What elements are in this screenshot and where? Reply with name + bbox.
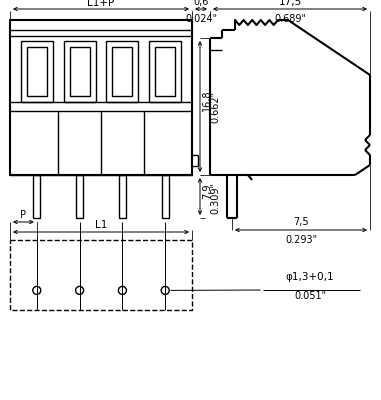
Text: 7,9: 7,9 (202, 184, 212, 199)
Text: 0.689": 0.689" (274, 14, 306, 24)
Text: 0.662": 0.662" (210, 90, 220, 122)
Bar (70, 47, 90, 96)
Bar (27, 47, 47, 96)
Bar (162, 175, 169, 218)
Bar (155, 47, 175, 96)
Text: 0.309": 0.309" (210, 182, 220, 214)
Text: L1: L1 (95, 220, 107, 230)
Bar (149, 41, 181, 102)
Bar (10, 240, 192, 310)
Bar (33, 175, 40, 218)
Bar (21, 41, 53, 102)
Text: φ1,3+0,1: φ1,3+0,1 (286, 272, 334, 282)
Bar (76, 175, 83, 218)
Text: 0.051": 0.051" (294, 291, 326, 301)
Text: 16,8: 16,8 (202, 90, 212, 111)
Bar (112, 47, 133, 96)
Text: 0,6: 0,6 (193, 0, 209, 7)
Bar (106, 41, 138, 102)
Text: 0.293": 0.293" (285, 235, 317, 245)
Text: 0.024": 0.024" (185, 14, 217, 24)
Text: P: P (21, 210, 26, 220)
Bar (10, 20, 192, 175)
Text: L1+P: L1+P (87, 0, 115, 8)
Bar (64, 41, 96, 102)
Text: 7,5: 7,5 (293, 217, 309, 227)
Bar (119, 175, 126, 218)
Text: 17,5: 17,5 (279, 0, 302, 7)
